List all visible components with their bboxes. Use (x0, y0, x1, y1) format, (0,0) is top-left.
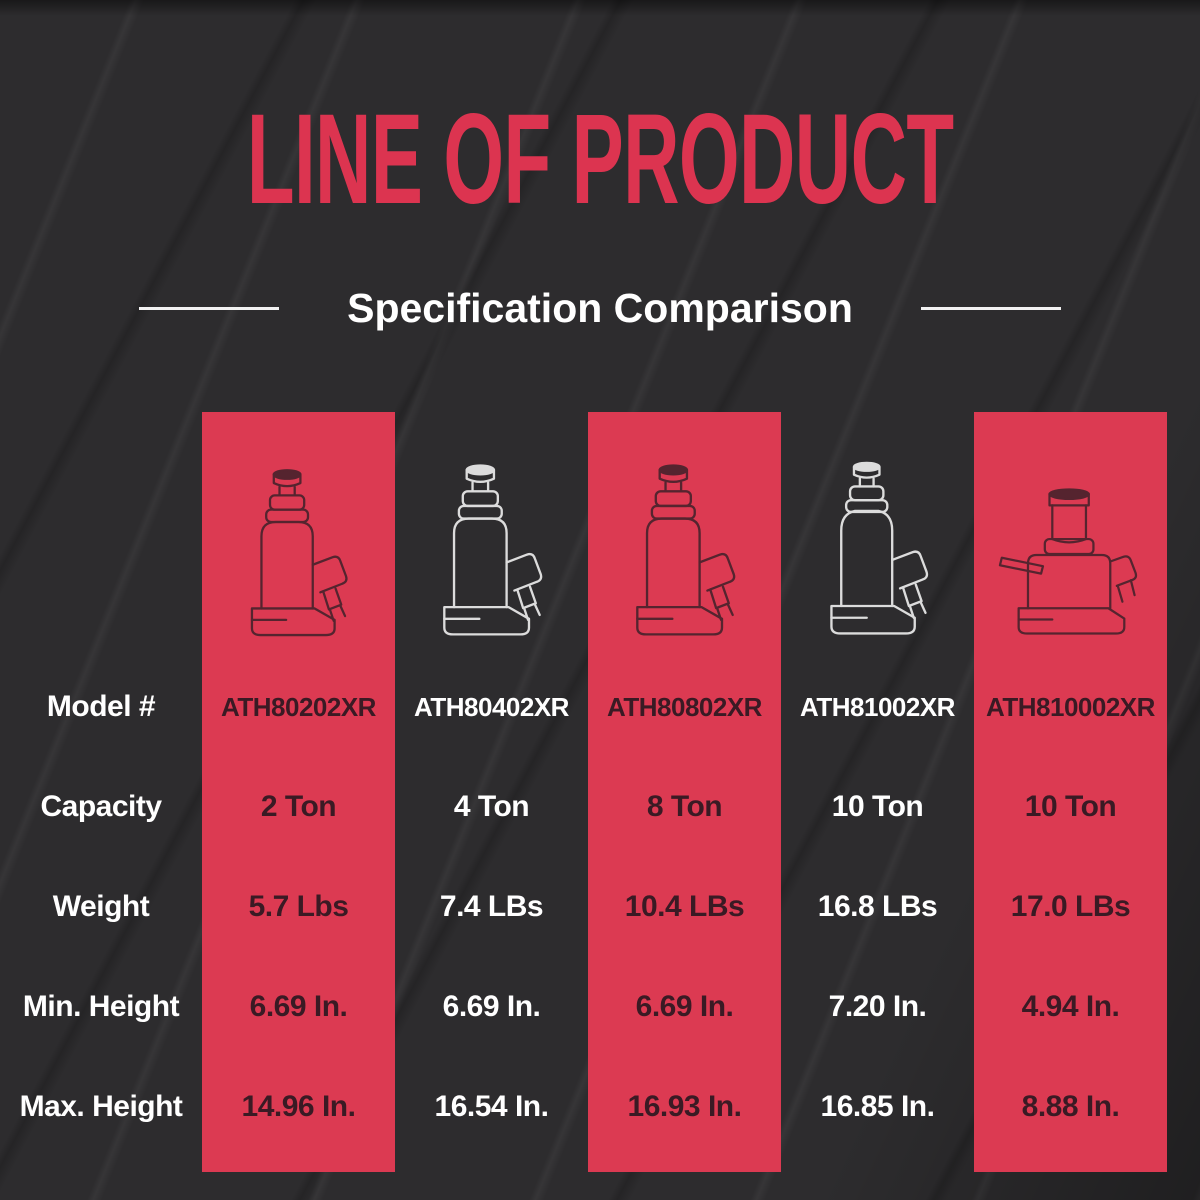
highlight-panel-column-1 (202, 412, 395, 1172)
row-label-capacity: Capacity (40, 790, 162, 823)
row-label-weight: Weight (52, 890, 150, 923)
page-title: LINE OF PRODUCT (0, 96, 1200, 224)
max-height-value-2: 16.54 In. (434, 1090, 549, 1123)
capacity-value-4: 10 Ton (831, 790, 924, 823)
divider-line-right (920, 307, 1061, 310)
subtitle-text: Specification Comparison (347, 285, 853, 331)
max-height-value-5: 8.88 In. (1021, 1090, 1120, 1123)
weight-value-5: 17.0 LBs (1010, 890, 1131, 923)
bottle-jack-illustration-3 (588, 412, 781, 657)
spec-comparison-table: Model # ATH80202XR ATH80402XR ATH80802XR… (0, 412, 1167, 1157)
model-value-1: ATH80202XR (221, 691, 376, 722)
capacity-value-3: 8 Ton (646, 790, 723, 823)
row-label-max-height: Max. Height (19, 1090, 183, 1123)
weight-value-1: 5.7 Lbs (248, 890, 349, 923)
min-height-value-2: 6.69 In. (442, 990, 541, 1023)
low-profile-jack-illustration-5 (974, 412, 1167, 657)
weight-value-3: 10.4 LBs (624, 890, 745, 923)
model-value-2: ATH80402XR (414, 691, 569, 722)
max-height-value-1: 14.96 In. (241, 1090, 356, 1123)
weight-value-2: 7.4 LBs (439, 890, 544, 923)
page-title-text: LINE OF PRODUCT (246, 88, 954, 231)
subtitle-row: Specification Comparison (0, 288, 1200, 329)
model-value-4: ATH81002XR (800, 691, 955, 722)
min-height-value-3: 6.69 In. (635, 990, 734, 1023)
max-height-value-4: 16.85 In. (820, 1090, 935, 1123)
capacity-value-5: 10 Ton (1024, 790, 1117, 823)
row-label-min-height: Min. Height (22, 990, 180, 1023)
highlight-panel-column-3 (588, 412, 781, 1172)
row-label-model: Model # (46, 690, 156, 723)
weight-value-4: 16.8 LBs (817, 890, 938, 923)
jack-row-spacer (0, 412, 202, 657)
min-height-value-5: 4.94 In. (1021, 990, 1120, 1023)
min-height-value-4: 7.20 In. (828, 990, 927, 1023)
bottle-jack-illustration-4 (781, 412, 974, 657)
capacity-value-1: 2 Ton (260, 790, 337, 823)
capacity-value-2: 4 Ton (453, 790, 530, 823)
max-height-value-3: 16.93 In. (627, 1090, 742, 1123)
model-value-3: ATH80802XR (607, 691, 762, 722)
min-height-value-1: 6.69 In. (249, 990, 348, 1023)
bottle-jack-illustration-1 (202, 412, 395, 657)
model-value-5: ATH810002XR (986, 691, 1155, 722)
divider-line-left (139, 307, 280, 310)
bottle-jack-illustration-2 (395, 412, 588, 657)
